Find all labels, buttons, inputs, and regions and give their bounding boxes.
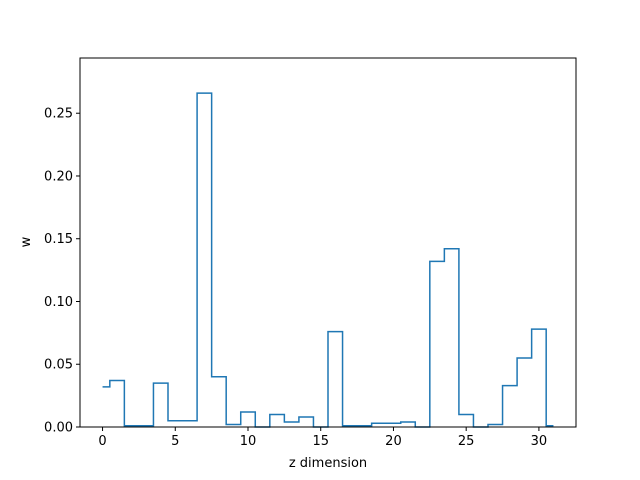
x-tick-label: 10 [240,434,257,449]
y-tick-label: 0.25 [44,107,73,122]
x-tick-label: 20 [385,434,402,449]
y-tick-label: 0.20 [44,169,73,184]
y-tick-label: 0.10 [44,295,73,310]
y-tick-label: 0.15 [44,232,73,247]
y-axis-label: w [19,236,34,247]
x-axis-ticks: 0 5 10 15 20 25 30 [98,427,547,449]
y-axis-ticks: 0.00 0.05 0.10 0.15 0.20 0.25 [44,107,80,436]
x-tick-label: 15 [312,434,329,449]
x-tick-label: 0 [98,434,106,449]
x-axis-label: z dimension [289,456,367,471]
x-tick-label: 25 [458,434,475,449]
x-tick-label: 30 [531,434,548,449]
axes-frame [79,57,577,428]
x-tick-label: 5 [171,434,179,449]
y-tick-label: 0.05 [44,358,73,373]
y-tick-label: 0.00 [44,421,73,436]
